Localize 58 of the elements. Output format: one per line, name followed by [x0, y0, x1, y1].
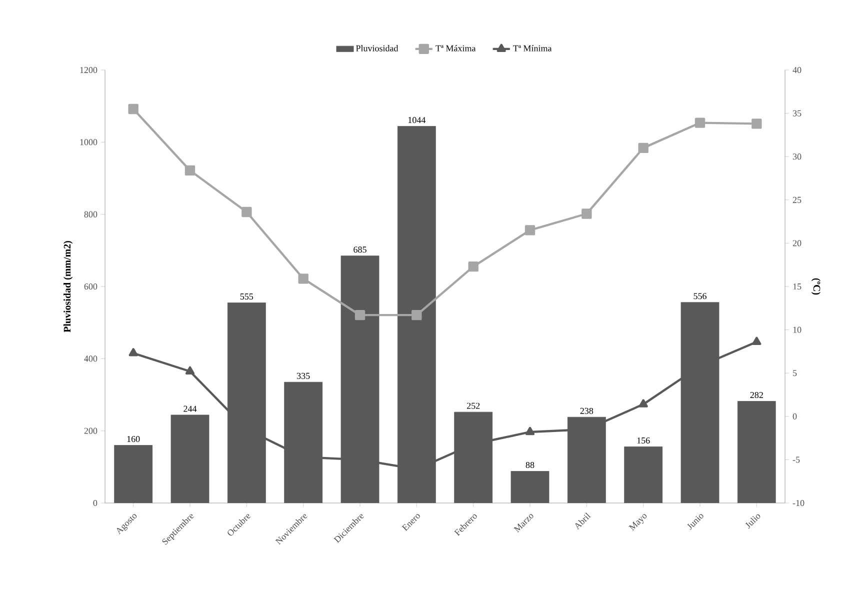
point — [468, 261, 478, 272]
y2-axis-title: (ºC) — [811, 278, 820, 295]
y2-tick-label: -5 — [792, 456, 800, 463]
point — [184, 165, 196, 176]
y2-tick-label: 20 — [792, 240, 802, 246]
data-label: 244 — [184, 406, 197, 412]
point — [128, 104, 138, 114]
data-label: 556 — [694, 293, 706, 300]
y2-tick-label: 0 — [792, 413, 797, 420]
data-label: 156 — [637, 437, 650, 444]
point — [185, 366, 195, 374]
legend-label: Pluviosidad — [356, 45, 398, 52]
y2-tick-label: 10 — [793, 326, 802, 333]
bar — [737, 401, 776, 503]
data-label: 685 — [354, 246, 366, 253]
y-tick-label: 1200 — [80, 66, 98, 74]
point — [638, 399, 648, 408]
point — [694, 118, 706, 128]
y-tick-label: 1000 — [80, 139, 98, 146]
data-label: 252 — [466, 402, 480, 409]
bar — [510, 471, 550, 503]
x-tick-label: Julio — [745, 514, 760, 529]
data-label: 335 — [297, 372, 310, 379]
y-tick-label: 400 — [84, 356, 98, 362]
point — [242, 206, 252, 218]
point — [752, 118, 762, 129]
y2-tick-label: 35 — [792, 110, 802, 116]
point — [128, 348, 138, 356]
y-tick-label: 0 — [93, 500, 98, 506]
point — [525, 426, 535, 436]
data-label: 238 — [580, 408, 594, 414]
bar — [114, 445, 153, 503]
y-tick-label: 600 — [84, 283, 98, 290]
legend-label: Tª Mínima — [513, 45, 552, 52]
point — [582, 208, 592, 219]
y2-tick-label: 30 — [792, 154, 802, 160]
bar — [170, 414, 210, 503]
data-label: 282 — [750, 392, 763, 398]
y-tick-label: 200 — [84, 428, 98, 434]
point — [524, 225, 536, 236]
data-label: 555 — [240, 294, 254, 300]
point — [752, 336, 762, 346]
data-label: 1044 — [408, 117, 426, 124]
y-tick-label: 800 — [84, 211, 98, 218]
y2-tick-label: 25 — [792, 196, 802, 203]
point — [354, 310, 366, 320]
legend-label: Tª Máxima — [436, 45, 476, 52]
point — [412, 310, 422, 320]
bar — [624, 446, 663, 503]
point — [298, 274, 308, 284]
y-axis-title: Pluviosidad (mm/m2) — [64, 240, 73, 332]
data-label: 88 — [526, 462, 534, 468]
y2-tick-label: -10 — [792, 500, 804, 506]
point — [638, 142, 648, 154]
y2-tick-label: 5 — [793, 370, 797, 376]
y2-tick-label: 40 — [792, 66, 802, 74]
y2-tick-label: 15 — [793, 283, 802, 290]
data-label: 160 — [127, 436, 140, 442]
